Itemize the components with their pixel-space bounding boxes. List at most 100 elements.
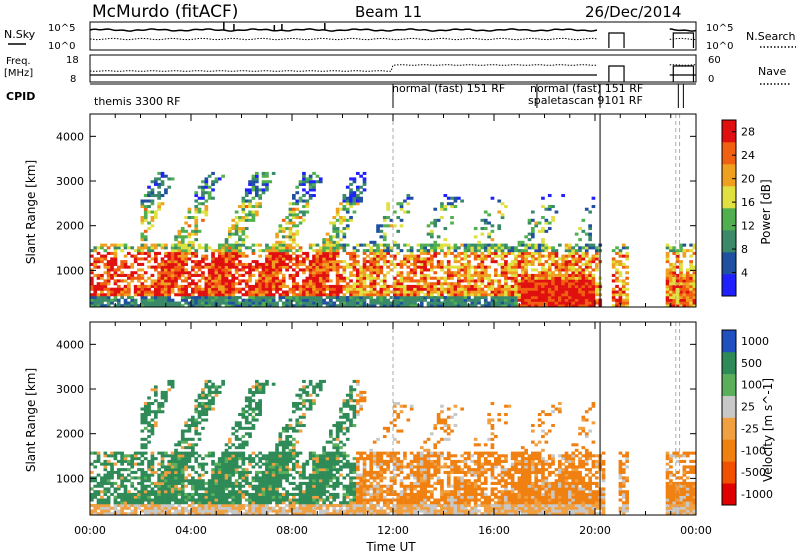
range-cell [531, 284, 535, 288]
range-cell [187, 498, 192, 502]
range-cell [170, 512, 175, 516]
range-cell [221, 487, 225, 491]
range-cell [140, 296, 145, 300]
range-cell [106, 304, 111, 308]
range-cell [436, 265, 441, 269]
range-cell [100, 296, 104, 300]
range-cell [669, 265, 673, 269]
range-cell [457, 260, 461, 264]
range-cell [335, 218, 340, 222]
range-cell [180, 440, 185, 444]
range-cell [595, 249, 599, 253]
range-cell [251, 407, 256, 411]
range-cell [682, 284, 687, 288]
range-cell [504, 268, 508, 272]
range-cell [349, 287, 353, 291]
range-cell [483, 284, 488, 288]
range-cell [581, 284, 586, 288]
range-cell [537, 279, 542, 283]
range-cell [164, 246, 168, 250]
range-cell [335, 240, 340, 244]
range-cell [473, 279, 478, 283]
range-cell [255, 177, 259, 181]
range-cell [332, 265, 337, 269]
range-cell [191, 481, 195, 485]
range-cell [157, 185, 161, 189]
range-cell [275, 495, 279, 499]
range-cell [255, 495, 259, 499]
range-cell [191, 290, 195, 294]
range-cell [342, 293, 347, 297]
range-cell [258, 273, 262, 277]
range-cell [116, 512, 121, 516]
range-cell [197, 473, 202, 477]
range-cell [359, 268, 363, 272]
range-cell [248, 388, 252, 392]
range-cell [403, 301, 407, 305]
range-cell [480, 279, 485, 283]
range-cell [251, 180, 256, 184]
range-cell [133, 506, 138, 510]
range-cell [510, 276, 515, 280]
range-cell [531, 279, 535, 283]
range-cell [217, 251, 222, 255]
range-cell [265, 268, 269, 272]
range-cell [221, 293, 225, 297]
range-cell [386, 290, 390, 294]
range-cell [194, 265, 199, 269]
range-cell [409, 249, 414, 253]
range-cell [238, 487, 242, 491]
range-cell [191, 243, 195, 247]
range-cell [372, 262, 377, 266]
range-cell [504, 282, 508, 286]
range-cell [446, 268, 451, 272]
range-cell [184, 437, 188, 441]
range-cell [231, 265, 236, 269]
range-cell [285, 443, 289, 447]
range-cell [578, 268, 582, 272]
range-cell [211, 490, 215, 494]
range-cell [147, 210, 151, 214]
range-cell [157, 287, 161, 291]
range-cell [335, 246, 340, 250]
range-cell [180, 484, 185, 488]
range-cell [325, 279, 330, 283]
range-cell [96, 504, 101, 508]
range-cell [372, 290, 377, 294]
range-cell [113, 271, 118, 275]
range-cell [308, 194, 313, 198]
range-cell [167, 185, 172, 189]
range-cell [147, 284, 151, 288]
range-cell [248, 506, 252, 510]
range-cell [268, 459, 273, 463]
range-cell [204, 454, 209, 458]
range-cell [295, 509, 300, 513]
range-cell [244, 479, 249, 483]
range-cell [305, 279, 310, 283]
range-cell [362, 268, 367, 272]
range-cell [214, 495, 219, 499]
range-cell [187, 301, 192, 305]
range-cell [116, 243, 121, 247]
range-cell [433, 251, 438, 255]
range-cell [376, 301, 380, 305]
range-cell [281, 246, 286, 250]
range-cell [517, 249, 522, 253]
range-cell [268, 296, 273, 300]
range-cell [305, 177, 310, 181]
range-cell [278, 293, 283, 297]
range-cell [281, 487, 286, 491]
range-cell [160, 273, 165, 277]
range-cell [325, 249, 330, 253]
range-cell [524, 262, 528, 266]
range-cell [265, 476, 269, 480]
range-cell [244, 271, 249, 275]
range-cell [261, 509, 266, 513]
range-cell [238, 243, 242, 247]
range-cell [244, 254, 249, 258]
range-cell [160, 470, 165, 474]
range-cell [204, 301, 209, 305]
range-cell [356, 276, 360, 280]
range-cell [436, 296, 441, 300]
range-cell [278, 296, 283, 300]
